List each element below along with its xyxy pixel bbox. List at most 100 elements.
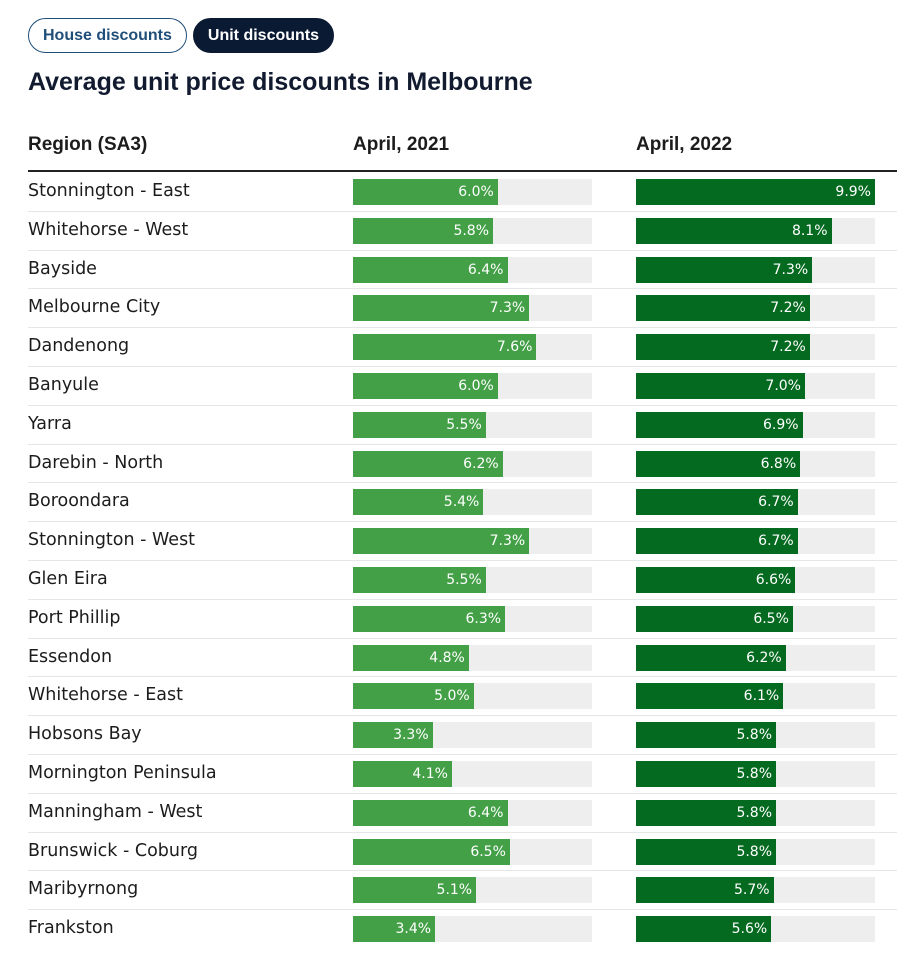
bar-track-april-2022: 5.7% <box>636 877 875 904</box>
bar-value-label: 7.3% <box>489 300 526 317</box>
bar-track-april-2022: 5.8% <box>636 760 875 787</box>
bar-april-2021: 5.1% <box>353 877 477 904</box>
region-label: Darebin - North <box>28 452 164 473</box>
bar-value-label: 4.1% <box>412 765 448 782</box>
bar-april-2021: 6.5% <box>353 838 510 865</box>
bar-value-label: 7.0% <box>765 377 801 394</box>
region-label: Port Phillip <box>28 607 121 628</box>
bar-value-label: 6.5% <box>470 843 506 860</box>
bar-track-april-2021: 6.3% <box>353 605 592 632</box>
bar-track-april-2021: 5.8% <box>353 217 592 244</box>
region-label: Manningham - West <box>28 801 203 822</box>
bar-track-april-2021: 5.0% <box>353 683 592 710</box>
bar-track-april-2022: 9.9% <box>636 179 875 205</box>
region-label: Dandenong <box>28 336 130 357</box>
bar-value-label: 5.4% <box>443 494 480 511</box>
region-label: Whitehorse - East <box>28 685 183 706</box>
column-header-april-2022: April, 2022 <box>636 134 733 155</box>
table-row: Bayside 6.4% 7.3% <box>28 251 897 290</box>
table-row: Frankston 3.4% 5.6% <box>28 910 897 949</box>
bar-value-label: 5.8% <box>736 765 773 782</box>
bar-april-2021: 6.2% <box>353 450 503 477</box>
region-label: Maribyrnong <box>28 879 139 900</box>
bar-april-2022: 6.5% <box>636 605 793 632</box>
bar-april-2022: 7.3% <box>636 256 813 283</box>
bar-april-2022: 5.7% <box>636 877 774 904</box>
bar-track-april-2021: 6.4% <box>353 256 592 283</box>
bar-april-2021: 6.4% <box>353 256 508 283</box>
tab-house-discounts[interactable]: House discounts <box>28 18 187 53</box>
bar-track-april-2022: 7.3% <box>636 256 875 283</box>
bar-track-april-2022: 8.1% <box>636 217 875 244</box>
bar-track-april-2022: 5.8% <box>636 799 875 826</box>
bar-value-label: 3.4% <box>395 921 432 938</box>
bar-value-label: 6.2% <box>746 649 782 666</box>
bar-value-label: 6.8% <box>760 455 797 472</box>
bar-april-2022: 5.8% <box>636 722 777 749</box>
bar-value-label: 7.6% <box>496 339 533 356</box>
bar-april-2022: 7.2% <box>636 295 810 322</box>
bar-value-label: 6.4% <box>467 261 504 278</box>
bar-april-2021: 5.5% <box>353 566 486 593</box>
bar-track-april-2021: 7.3% <box>353 528 592 555</box>
bar-track-april-2021: 6.0% <box>353 179 592 205</box>
bar-track-april-2021: 7.3% <box>353 295 592 322</box>
bar-track-april-2022: 6.7% <box>636 489 875 516</box>
bar-april-2022: 6.6% <box>636 566 796 593</box>
bar-april-2022: 6.1% <box>636 683 784 710</box>
table-row: Brunswick - Coburg 6.5% 5.8% <box>28 833 897 872</box>
table-row: Port Phillip 6.3% 6.5% <box>28 600 897 639</box>
bar-value-label: 5.6% <box>731 921 768 938</box>
table-row: Manningham - West 6.4% 5.8% <box>28 794 897 833</box>
region-label: Mornington Peninsula <box>28 762 217 783</box>
bar-track-april-2021: 6.0% <box>353 372 592 399</box>
table-row: Whitehorse - East 5.0% 6.1% <box>28 677 897 717</box>
bar-april-2021: 5.8% <box>353 217 494 244</box>
bar-value-label: 5.5% <box>446 416 482 433</box>
table-row: Yarra 5.5% 6.9% <box>28 406 897 445</box>
bar-track-april-2022: 6.8% <box>636 450 875 477</box>
bar-april-2021: 3.4% <box>353 916 436 943</box>
bar-track-april-2022: 6.1% <box>636 683 875 710</box>
region-label: Essendon <box>28 646 113 667</box>
bar-value-label: 8.1% <box>791 222 828 239</box>
region-label: Stonnington - East <box>28 181 190 201</box>
bar-track-april-2022: 7.2% <box>636 295 875 322</box>
bar-value-label: 5.8% <box>736 804 773 821</box>
region-label: Yarra <box>28 413 72 434</box>
bar-track-april-2021: 6.5% <box>353 838 592 865</box>
table-header: Region (SA3) April, 2021 April, 2022 <box>28 134 897 172</box>
bar-track-april-2021: 5.5% <box>353 411 592 438</box>
bar-value-label: 5.1% <box>436 882 473 899</box>
bar-value-label: 6.2% <box>463 455 499 472</box>
bar-value-label: 7.3% <box>489 533 526 550</box>
bar-value-label: 7.2% <box>770 339 806 356</box>
bar-value-label: 6.7% <box>758 494 794 511</box>
bar-track-april-2021: 5.4% <box>353 489 592 516</box>
bar-track-april-2022: 6.2% <box>636 644 875 671</box>
bar-value-label: 9.9% <box>835 184 871 200</box>
bar-april-2021: 7.6% <box>353 334 537 361</box>
table-row: Dandenong 7.6% 7.2% <box>28 328 897 367</box>
bar-value-label: 6.6% <box>755 571 792 588</box>
bar-april-2021: 5.0% <box>353 683 474 710</box>
bar-value-label: 6.4% <box>467 804 504 821</box>
bar-value-label: 6.9% <box>762 416 799 433</box>
bar-april-2021: 5.4% <box>353 489 484 516</box>
region-label: Glen Eira <box>28 568 108 589</box>
discount-type-tabs: House discounts Unit discounts <box>28 18 335 53</box>
tab-unit-discounts[interactable]: Unit discounts <box>192 18 335 53</box>
column-header-april-2021: April, 2021 <box>353 134 450 155</box>
bar-value-label: 6.0% <box>458 184 494 200</box>
bar-value-label: 6.1% <box>743 688 780 705</box>
bar-track-april-2021: 6.2% <box>353 450 592 477</box>
table-row: Boroondara 5.4% 6.7% <box>28 483 897 523</box>
table-row: Stonnington - West 7.3% 6.7% <box>28 522 897 561</box>
bar-value-label: 5.8% <box>736 843 773 860</box>
bar-value-label: 5.8% <box>736 727 773 744</box>
bar-track-april-2021: 3.4% <box>353 916 592 943</box>
bar-april-2022: 5.6% <box>636 916 772 943</box>
bar-track-april-2022: 6.9% <box>636 411 875 438</box>
bar-value-label: 5.8% <box>453 222 490 239</box>
region-label: Brunswick - Coburg <box>28 840 198 861</box>
